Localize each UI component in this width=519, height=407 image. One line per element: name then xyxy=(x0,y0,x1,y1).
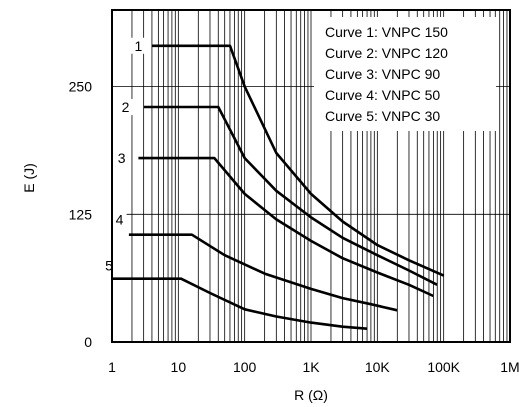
series-line-1 xyxy=(151,44,445,277)
series-line-5 xyxy=(112,277,368,330)
x-tick-label: 100 xyxy=(233,359,257,375)
curve-number-label: 5 xyxy=(105,257,113,273)
legend-entry-3: Curve 3: VNPC 90 xyxy=(325,66,440,82)
x-tick-label: 100K xyxy=(427,359,460,375)
x-tick-label: 1 xyxy=(108,359,116,375)
x-tick-labels: 1 10 100 1K 10K 100K 1M xyxy=(108,359,519,375)
grid-lines xyxy=(112,10,510,342)
x-tick-label: 10K xyxy=(365,359,391,375)
y-tick-label: 0 xyxy=(84,334,92,350)
legend-entry-5: Curve 5: VNPC 30 xyxy=(325,108,440,124)
series-line-4 xyxy=(128,233,398,312)
curve-number-label: 2 xyxy=(122,99,130,115)
y-tick-label: 125 xyxy=(69,206,93,222)
curve-number-label: 4 xyxy=(116,211,124,227)
legend-entry-4: Curve 4: VNPC 50 xyxy=(325,87,440,103)
series-line-2 xyxy=(143,105,438,286)
x-tick-label: 1K xyxy=(302,359,320,375)
curve-label-background xyxy=(112,211,127,228)
y-tick-labels: 0 125 250 xyxy=(69,79,93,350)
curve-number-label: 1 xyxy=(134,38,142,54)
plot-frame xyxy=(111,9,511,343)
legend-box: Curve 1: VNPC 150 Curve 2: VNPC 120 Curv… xyxy=(314,17,496,131)
curve-labels: 1 2 3 4 5 xyxy=(101,37,146,274)
x-tick-label: 10 xyxy=(171,359,187,375)
curve-label-background xyxy=(118,99,133,116)
y-tick-label: 250 xyxy=(69,79,93,95)
legend-entry-2: Curve 2: VNPC 120 xyxy=(325,45,448,61)
series-line-3 xyxy=(138,156,434,298)
legend-entry-1: Curve 1: VNPC 150 xyxy=(325,24,448,40)
series-lines xyxy=(112,44,445,330)
x-axis-title: R (Ω) xyxy=(294,387,328,403)
curve-number-label: 3 xyxy=(118,150,126,166)
legend-background xyxy=(314,17,496,131)
curve-label-background xyxy=(131,37,146,54)
y-axis-title: E (J) xyxy=(21,163,37,193)
x-tick-label: 1M xyxy=(500,359,519,375)
curve-label-background xyxy=(114,150,129,167)
